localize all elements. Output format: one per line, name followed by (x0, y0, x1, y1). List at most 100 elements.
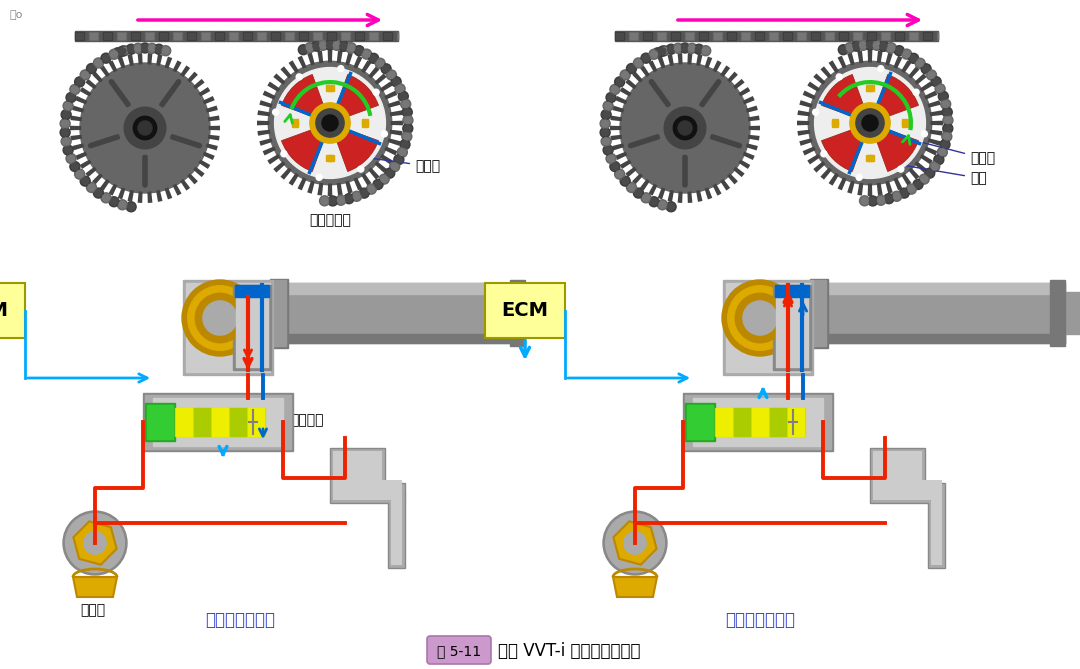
Wedge shape (197, 159, 211, 169)
Circle shape (937, 147, 947, 157)
Circle shape (888, 45, 895, 52)
Bar (825, 32, 834, 40)
Wedge shape (201, 96, 215, 105)
Bar (75, 31, 399, 41)
Wedge shape (737, 159, 751, 169)
Circle shape (66, 92, 76, 102)
Circle shape (603, 511, 667, 575)
Text: 丰田 VVT-i 系统的工作原理: 丰田 VVT-i 系统的工作原理 (498, 642, 640, 660)
Wedge shape (658, 57, 666, 70)
Circle shape (402, 141, 408, 148)
Wedge shape (353, 56, 363, 70)
Bar (734, 408, 750, 436)
Wedge shape (282, 123, 330, 171)
Circle shape (635, 189, 642, 197)
Circle shape (902, 49, 912, 59)
Circle shape (119, 201, 126, 208)
Circle shape (649, 50, 659, 60)
Bar (866, 155, 872, 161)
Circle shape (329, 197, 336, 205)
Circle shape (931, 77, 941, 87)
Bar (1050, 280, 1065, 346)
Bar (839, 32, 848, 40)
Circle shape (296, 74, 302, 80)
Circle shape (66, 514, 124, 573)
Wedge shape (625, 79, 638, 90)
Circle shape (76, 171, 83, 177)
Circle shape (620, 63, 750, 193)
Bar (160, 33, 167, 39)
Circle shape (394, 155, 404, 165)
Circle shape (666, 44, 676, 54)
Wedge shape (799, 100, 813, 108)
Circle shape (80, 176, 90, 186)
Circle shape (362, 49, 372, 59)
Bar (902, 119, 907, 125)
Wedge shape (259, 100, 273, 108)
Circle shape (620, 176, 630, 186)
Wedge shape (137, 53, 143, 66)
Circle shape (373, 89, 379, 95)
Circle shape (610, 84, 620, 94)
Circle shape (399, 149, 406, 156)
Wedge shape (726, 72, 738, 84)
Circle shape (878, 41, 889, 52)
Circle shape (687, 43, 697, 54)
Bar (755, 32, 764, 40)
Circle shape (124, 107, 166, 149)
Circle shape (373, 179, 383, 189)
Circle shape (860, 41, 867, 49)
Bar (342, 33, 349, 39)
Circle shape (649, 197, 659, 207)
Bar (233, 285, 271, 370)
Circle shape (940, 93, 947, 100)
Circle shape (659, 47, 666, 55)
Circle shape (62, 120, 69, 127)
Bar (909, 32, 918, 40)
Wedge shape (379, 154, 393, 165)
Bar (173, 32, 183, 40)
Circle shape (640, 193, 651, 203)
Circle shape (68, 94, 75, 101)
Circle shape (821, 151, 827, 157)
Circle shape (325, 40, 335, 50)
Circle shape (814, 68, 926, 179)
Wedge shape (118, 185, 126, 199)
Circle shape (63, 101, 73, 111)
Wedge shape (389, 110, 403, 116)
Bar (75, 32, 84, 40)
Wedge shape (92, 172, 105, 185)
Polygon shape (330, 448, 405, 568)
Wedge shape (367, 66, 379, 79)
Circle shape (118, 46, 127, 56)
Circle shape (608, 94, 615, 101)
Wedge shape (127, 54, 134, 68)
Circle shape (110, 51, 118, 58)
Bar (270, 283, 525, 343)
Bar (188, 33, 195, 39)
Bar (615, 31, 939, 41)
Circle shape (390, 162, 400, 172)
Circle shape (942, 107, 953, 117)
Circle shape (100, 53, 111, 63)
Bar (146, 33, 153, 39)
Circle shape (347, 44, 353, 51)
Wedge shape (268, 82, 281, 92)
Circle shape (119, 45, 130, 56)
Bar (285, 32, 294, 40)
Bar (272, 280, 286, 346)
Bar (103, 32, 112, 40)
Bar (201, 32, 210, 40)
Circle shape (315, 109, 345, 137)
Bar (770, 33, 777, 39)
Circle shape (82, 65, 208, 191)
Wedge shape (639, 177, 651, 191)
Wedge shape (813, 161, 826, 173)
Circle shape (622, 65, 748, 191)
Wedge shape (172, 182, 181, 195)
Wedge shape (828, 60, 839, 74)
Circle shape (162, 47, 170, 54)
Circle shape (856, 175, 862, 181)
Circle shape (126, 44, 136, 54)
Circle shape (872, 40, 881, 50)
